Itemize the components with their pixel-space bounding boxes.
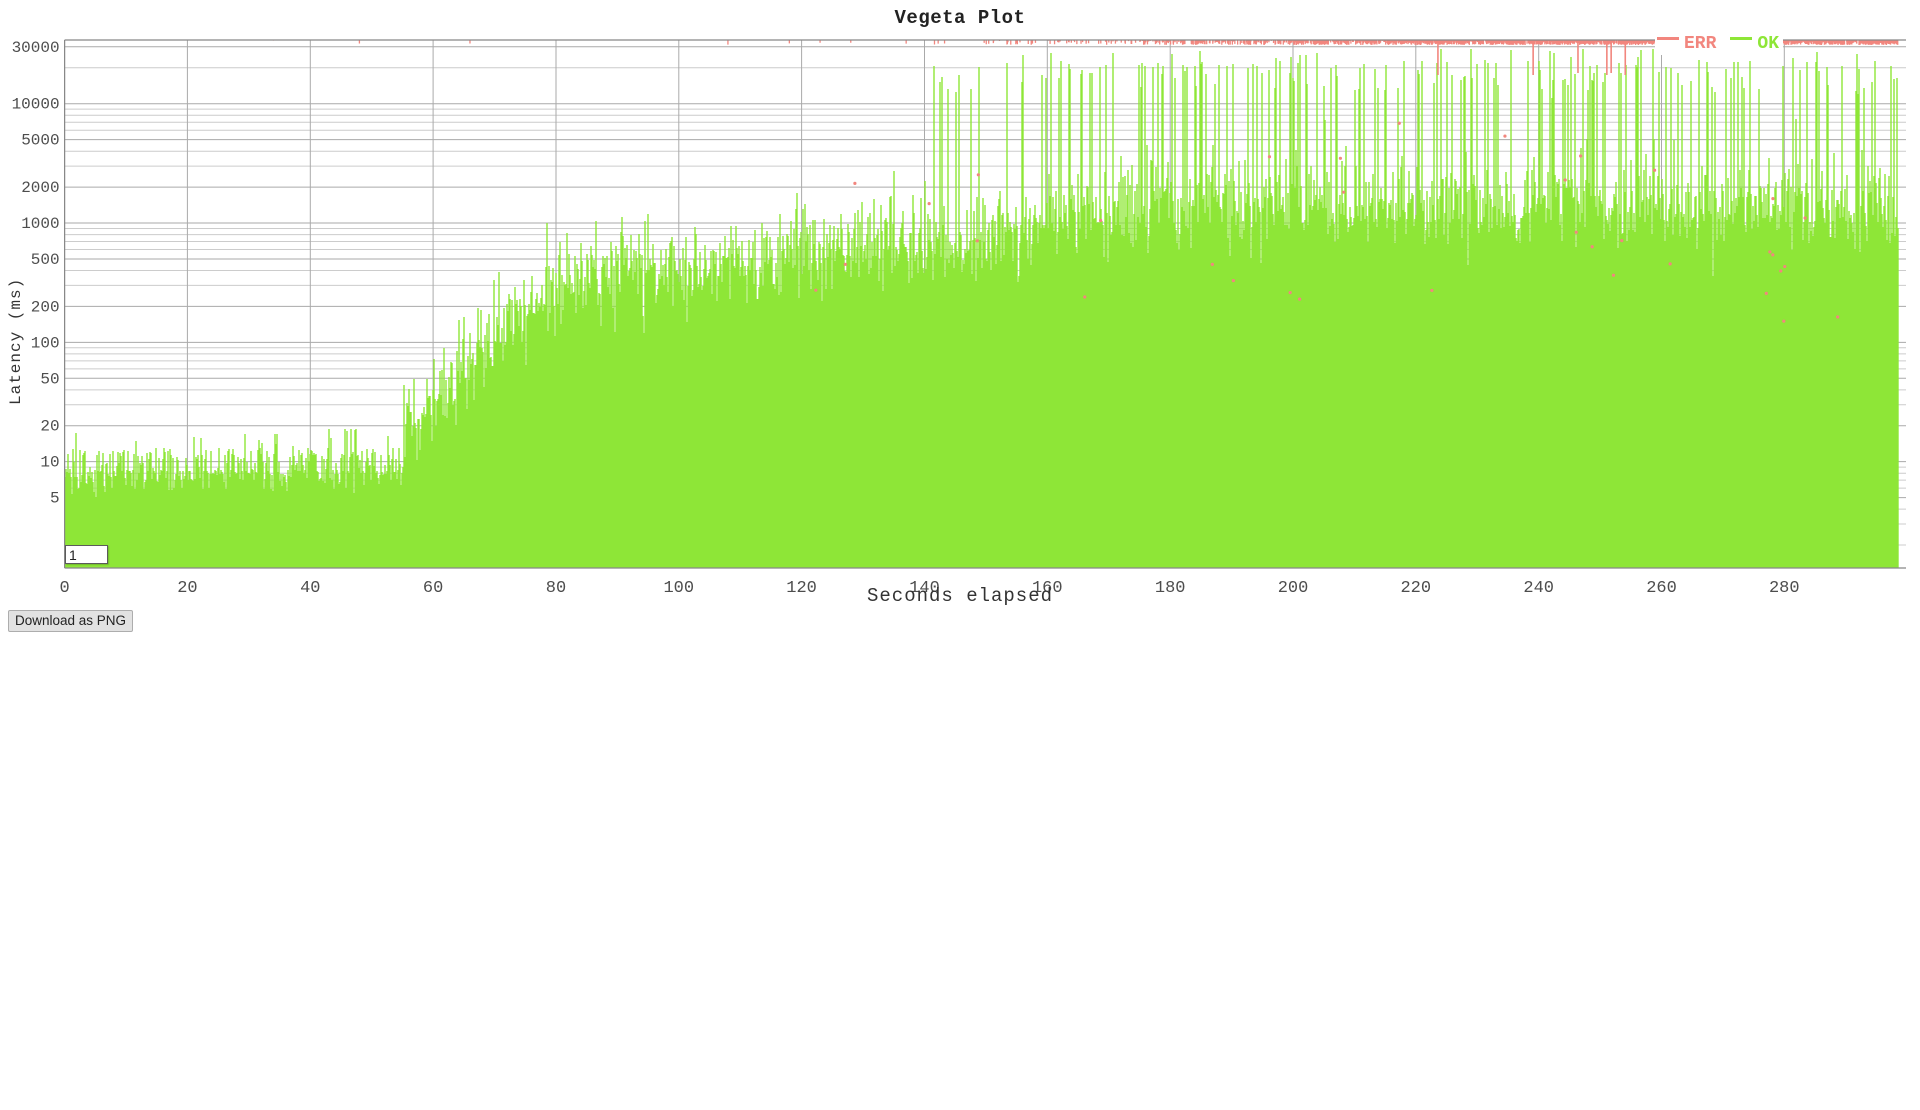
svg-text:2000: 2000 — [21, 179, 59, 197]
svg-text:200: 200 — [31, 298, 60, 316]
svg-text:5: 5 — [50, 490, 60, 508]
svg-text:5000: 5000 — [21, 132, 59, 150]
svg-text:20: 20 — [40, 418, 59, 436]
svg-text:500: 500 — [31, 251, 60, 269]
svg-text:10: 10 — [40, 454, 59, 472]
svg-text:10000: 10000 — [12, 96, 60, 114]
svg-text:1000: 1000 — [21, 215, 59, 233]
svg-text:100: 100 — [31, 334, 60, 352]
svg-text:50: 50 — [40, 370, 59, 388]
svg-text:30000: 30000 — [12, 39, 60, 57]
